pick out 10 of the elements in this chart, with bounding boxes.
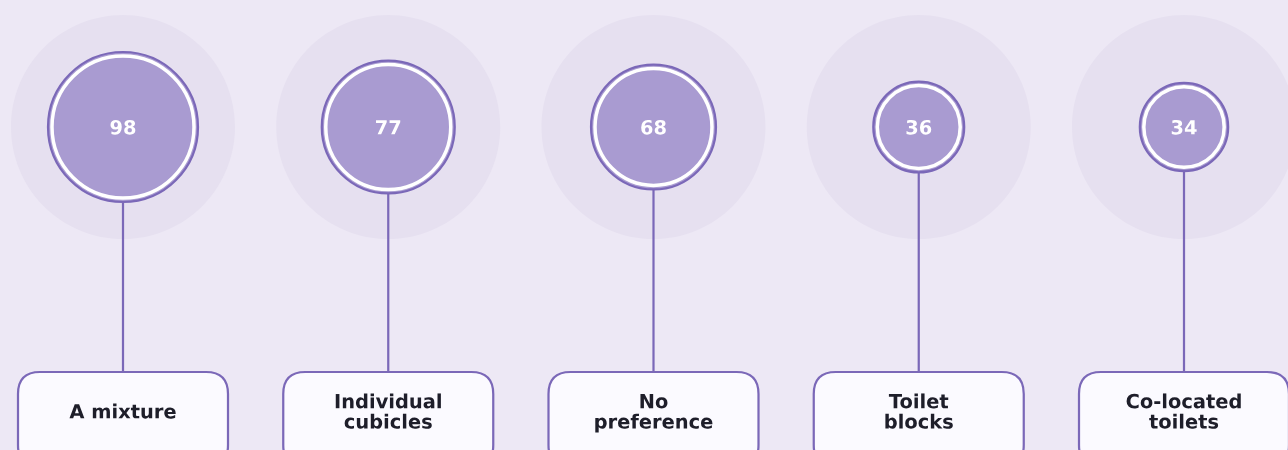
category-label: A mixture [69,403,176,419]
category-label: Co-located toilets [1126,393,1241,429]
category-label: Individual cubicles [335,393,441,429]
data-label: 77 [376,120,401,135]
data-label: 68 [641,119,666,135]
category-label: Toilet blocks [885,393,953,429]
data-label: 34 [1171,119,1197,135]
data-label: 98 [110,119,136,135]
category-label: No preference [595,394,713,433]
data-label: 36 [906,119,932,135]
